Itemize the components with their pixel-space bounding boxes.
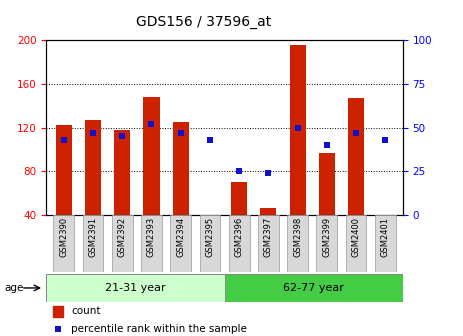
Bar <box>53 215 74 272</box>
Bar <box>144 97 160 215</box>
Bar <box>200 215 220 272</box>
Text: count: count <box>71 306 101 316</box>
Text: GSM2392: GSM2392 <box>118 217 127 257</box>
Text: 62-77 year: 62-77 year <box>283 283 344 293</box>
Text: GSM2398: GSM2398 <box>293 217 302 257</box>
Bar <box>225 274 403 302</box>
Bar <box>170 215 191 272</box>
Text: GSM2393: GSM2393 <box>147 217 156 257</box>
Bar <box>83 215 103 272</box>
Bar <box>346 215 366 272</box>
Text: 21-31 year: 21-31 year <box>105 283 166 293</box>
Bar <box>53 306 63 317</box>
Bar <box>229 215 250 272</box>
Text: GSM2396: GSM2396 <box>235 217 244 257</box>
Bar <box>287 215 308 272</box>
Bar <box>231 182 247 215</box>
Bar <box>289 45 306 215</box>
Text: GSM2391: GSM2391 <box>88 217 98 257</box>
Bar <box>46 274 225 302</box>
Text: GDS156 / 37596_at: GDS156 / 37596_at <box>136 14 271 29</box>
Bar <box>112 215 133 272</box>
Text: GSM2399: GSM2399 <box>322 217 332 257</box>
Bar <box>316 215 337 272</box>
Bar <box>56 125 72 215</box>
Bar <box>348 98 364 215</box>
Text: GSM2390: GSM2390 <box>59 217 69 257</box>
Text: age: age <box>5 283 24 293</box>
Text: GSM2401: GSM2401 <box>381 217 390 257</box>
Text: GSM2394: GSM2394 <box>176 217 185 257</box>
Bar <box>260 208 276 215</box>
Text: GSM2395: GSM2395 <box>206 217 214 257</box>
Bar <box>258 215 279 272</box>
Bar <box>85 120 101 215</box>
Text: percentile rank within the sample: percentile rank within the sample <box>71 324 247 334</box>
Bar <box>319 153 335 215</box>
Bar <box>375 215 396 272</box>
Bar <box>114 130 130 215</box>
Bar <box>173 122 189 215</box>
Text: GSM2397: GSM2397 <box>264 217 273 257</box>
Text: GSM2400: GSM2400 <box>351 217 361 257</box>
Bar <box>141 215 162 272</box>
